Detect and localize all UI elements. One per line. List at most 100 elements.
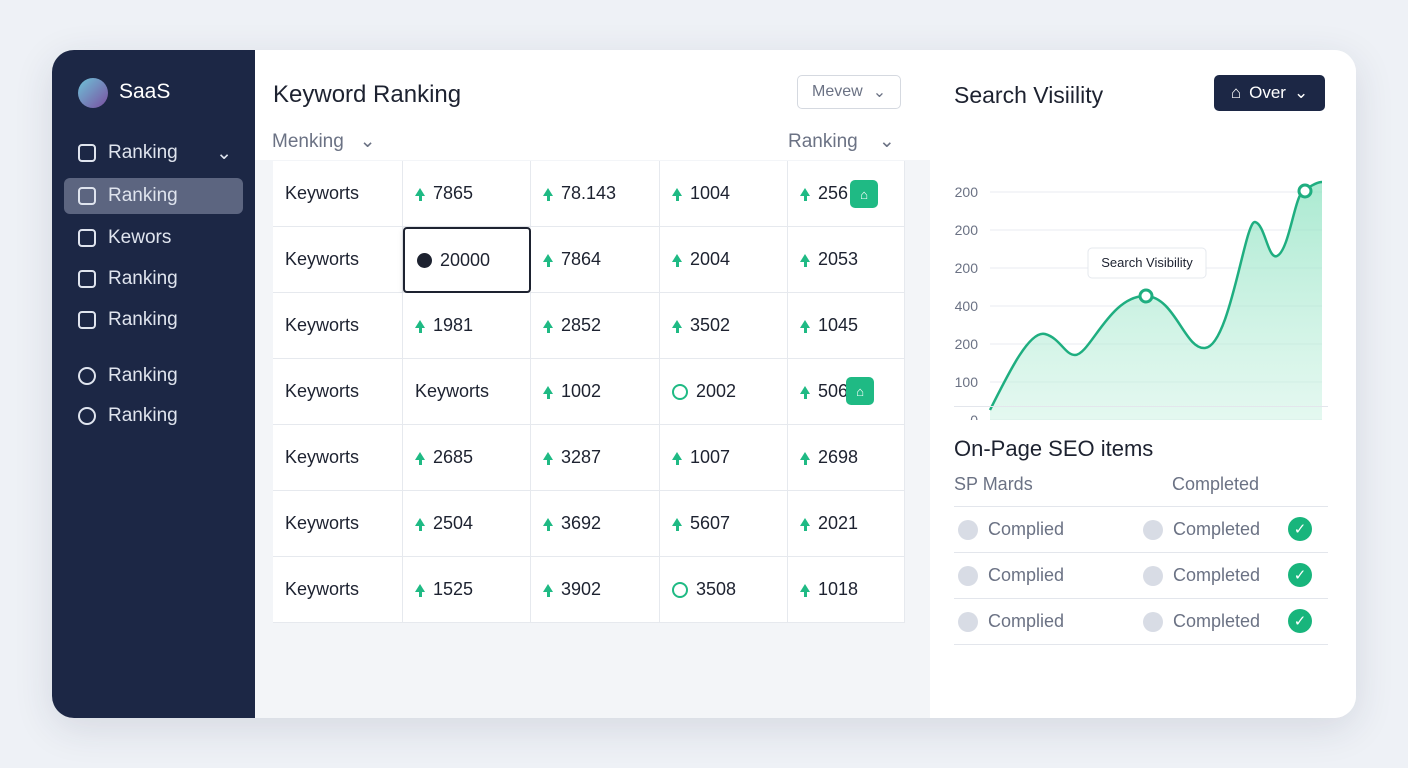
cell-text: 2004 — [690, 249, 731, 269]
seo-list: Complied Completed ✓ Complied Completed ✓ Comp… — [954, 506, 1328, 645]
table-cell: 2685 — [403, 425, 531, 491]
cell-icon — [672, 517, 682, 531]
panel-header — [255, 50, 930, 160]
y-tick-label: 200 — [955, 336, 979, 352]
cell-text: 256 — [818, 183, 849, 203]
nav-item[interactable]: Ranking — [64, 178, 243, 214]
cell-icon — [800, 451, 810, 465]
cell-text: 2852 — [561, 315, 602, 335]
button-label: Over — [1249, 83, 1286, 102]
table-cell: 2002 — [660, 359, 788, 425]
cell-icon — [543, 451, 553, 465]
cell-text: 3902 — [561, 579, 602, 599]
table-row: Keyworts 1981 2852 3502 1045 — [273, 293, 905, 359]
brand: SaaS — [119, 80, 171, 103]
table-cell: Keyworts — [273, 359, 403, 425]
nav-icon — [78, 144, 96, 162]
status-dot — [1143, 565, 1163, 586]
check-icon: ✓ — [1288, 563, 1312, 587]
status-dot — [958, 565, 978, 586]
view-dropdown[interactable]: Mevew ⌄ — [797, 75, 901, 109]
cell-text: 5607 — [690, 513, 731, 533]
ranking-table: Keyworts 7865 78.143 1004 256 Keyworts 20000 78… — [273, 161, 905, 623]
cell-text: Keyworts — [285, 513, 360, 533]
table-cell: 2852 — [531, 293, 660, 359]
cell-text: Keyworts — [285, 447, 360, 467]
cell-text: 3287 — [561, 447, 602, 467]
divider — [954, 644, 1328, 645]
column-header[interactable]: Ranking ⌄ — [788, 131, 895, 152]
nav-item[interactable]: Ranking ⌄ — [76, 135, 244, 171]
table-row: Keyworts 2504 3692 5607 2021 — [273, 491, 905, 557]
nav-icon — [78, 229, 96, 247]
y-tick-label: 100 — [955, 374, 979, 390]
cell-text: 1007 — [690, 447, 731, 467]
table-cell: 7864 — [531, 227, 660, 293]
nav-item[interactable]: Ranking — [76, 358, 244, 394]
seo-title: On-Page SEO items — [954, 436, 1154, 461]
badge[interactable]: ⌂ — [846, 377, 874, 405]
cell-icon — [543, 517, 553, 531]
seo-row: Complied Completed ✓ — [954, 507, 1328, 552]
cell-text: 2698 — [818, 447, 859, 467]
cell-text: 7865 — [433, 183, 474, 203]
nav-item[interactable]: Kewors — [76, 220, 244, 256]
divider — [954, 406, 1328, 407]
column-header[interactable]: Menking ⌄ — [272, 131, 376, 152]
table-cell: 3287 — [531, 425, 660, 491]
table-cell: Keyworts — [273, 293, 403, 359]
divider — [954, 598, 1328, 599]
cell-text: Keyworts — [285, 579, 360, 599]
nav-label: Ranking — [108, 268, 178, 289]
nav-item[interactable]: Ranking — [76, 302, 244, 338]
cell-text: 1525 — [433, 579, 474, 599]
nav-label: Ranking — [108, 309, 178, 330]
seo-item: Completed — [1143, 611, 1260, 632]
cell-text: 1002 — [561, 381, 602, 401]
nav-label: Ranking — [108, 365, 178, 386]
cell-icon — [543, 187, 553, 201]
nav-icon — [78, 270, 96, 288]
table-cell: 78.143 — [531, 161, 660, 227]
divider — [954, 552, 1328, 553]
table-cell: 1018 — [788, 557, 905, 623]
cell-text: 3692 — [561, 513, 602, 533]
status-dot — [958, 611, 978, 632]
cell-icon — [672, 187, 682, 201]
table-cell: 2698 — [788, 425, 905, 491]
cell-text: 7864 — [561, 249, 602, 269]
nav-item[interactable]: Ranking — [76, 261, 244, 297]
panel-title: Search Visiility — [954, 82, 1104, 108]
cell-icon — [800, 187, 810, 201]
table-row: Keyworts Keyworts 1002 2002 506 — [273, 359, 905, 425]
table-cell: 2004 — [660, 227, 788, 293]
seo-label: Complied — [988, 565, 1065, 585]
seo-label: Completed — [1173, 611, 1261, 631]
cell-icon — [672, 451, 682, 465]
cell-icon — [672, 319, 682, 333]
nav-icon — [78, 187, 96, 205]
table-cell: 7865 — [403, 161, 531, 227]
table-cell: 1004 — [660, 161, 788, 227]
table-cell: 2021 — [788, 491, 905, 557]
tooltip-text: Search Visibility — [1101, 255, 1193, 270]
table-cell: 3502 — [660, 293, 788, 359]
avatar — [78, 78, 108, 108]
cell-icon — [415, 319, 425, 333]
nav-item[interactable]: Ranking — [76, 398, 244, 434]
cell-text: 2053 — [818, 249, 859, 269]
table-row: Keyworts 7865 78.143 1004 256 — [273, 161, 905, 227]
seo-label: Completed — [1173, 519, 1261, 539]
column-label: Ranking — [788, 131, 858, 152]
badge[interactable]: ⌂ — [850, 180, 878, 208]
over-button[interactable]: ⌂ Over ⌄ — [1214, 75, 1325, 111]
seo-item: Completed — [1143, 565, 1260, 586]
cell-icon — [415, 451, 425, 465]
table-row: Keyworts 20000 7864 2004 2053 — [273, 227, 905, 293]
table-cell: 1007 — [660, 425, 788, 491]
table-cell: 3692 — [531, 491, 660, 557]
cell-text: 1045 — [818, 315, 859, 335]
sidebar: SaaS Ranking ⌄ Ranking Kewors Ranking Ranking… — [52, 50, 255, 718]
seo-row: Complied Completed ✓ — [954, 553, 1328, 598]
